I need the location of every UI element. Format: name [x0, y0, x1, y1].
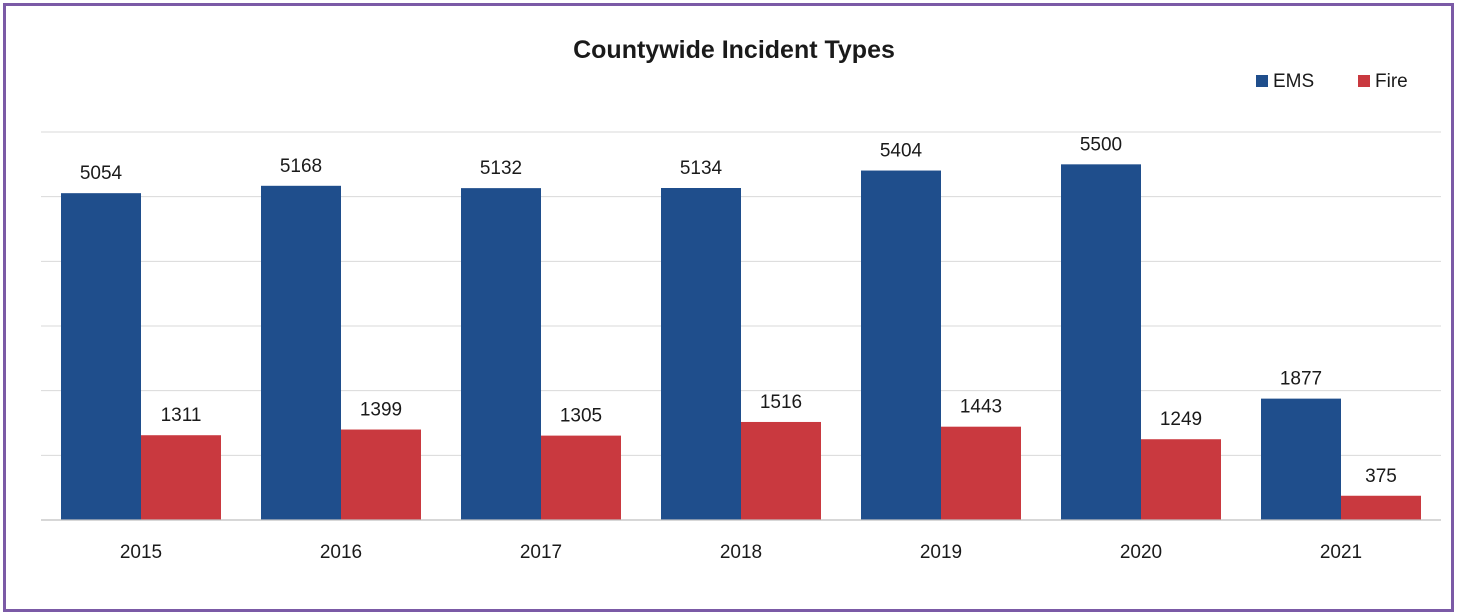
- bar-fire-2017: [541, 435, 621, 520]
- legend: EMS Fire: [1256, 71, 1408, 92]
- data-label-ems-2020: 5500: [1080, 134, 1122, 155]
- bar-chart: Countywide Incident Types EMS Fire 5054 13…: [41, 36, 1441, 563]
- data-label-ems-2021: 1877: [1280, 369, 1322, 390]
- bar-fire-2021: [1341, 495, 1421, 520]
- chart-frame: Countywide Incident Types EMS Fire 5054 13…: [3, 3, 1454, 612]
- data-label-ems-2015: 5054: [80, 163, 123, 184]
- x-tick-label-2020: 2020: [1120, 542, 1162, 563]
- bar-ems-2021: [1261, 398, 1341, 520]
- bar-ems-2017: [461, 188, 541, 520]
- data-labels: 5054 1311 5168 1399 5132 1305 5134 1516 5404 1443…: [80, 134, 1397, 486]
- bars: [61, 164, 1421, 521]
- data-label-fire-2018: 1516: [760, 392, 802, 413]
- legend-swatch-ems: [1256, 75, 1268, 87]
- bar-fire-2016: [341, 429, 421, 520]
- bar-fire-2018: [741, 421, 821, 520]
- data-label-ems-2018: 5134: [680, 158, 723, 179]
- data-label-fire-2020: 1249: [1160, 409, 1202, 430]
- bar-ems-2016: [261, 185, 341, 520]
- bar-ems-2015: [61, 193, 141, 520]
- data-label-ems-2019: 5404: [880, 141, 923, 162]
- data-label-fire-2016: 1399: [360, 400, 402, 421]
- legend-label-ems: EMS: [1273, 71, 1314, 92]
- x-tick-label-2017: 2017: [520, 542, 562, 563]
- bar-fire-2019: [941, 426, 1021, 520]
- legend-swatch-fire: [1358, 75, 1370, 87]
- x-tick-label-2019: 2019: [920, 542, 962, 563]
- bar-ems-2020: [1061, 164, 1141, 521]
- data-label-fire-2017: 1305: [560, 406, 602, 427]
- chart-title: Countywide Incident Types: [573, 36, 895, 64]
- legend-label-fire: Fire: [1375, 71, 1408, 92]
- bar-ems-2019: [861, 170, 941, 521]
- bar-fire-2015: [141, 435, 221, 520]
- bar-ems-2018: [661, 188, 741, 520]
- data-label-ems-2016: 5168: [280, 156, 322, 177]
- x-axis: 2015 2016 2017 2018 2019 2020 2021: [41, 519, 1441, 563]
- data-label-fire-2021: 375: [1365, 466, 1397, 487]
- data-label-ems-2017: 5132: [480, 158, 522, 179]
- x-tick-label-2018: 2018: [720, 542, 762, 563]
- data-label-fire-2019: 1443: [960, 397, 1002, 418]
- bar-fire-2020: [1141, 439, 1221, 520]
- data-label-fire-2015: 1311: [161, 405, 202, 426]
- x-tick-label-2015: 2015: [120, 542, 162, 563]
- x-tick-label-2021: 2021: [1320, 542, 1362, 563]
- x-tick-label-2016: 2016: [320, 542, 362, 563]
